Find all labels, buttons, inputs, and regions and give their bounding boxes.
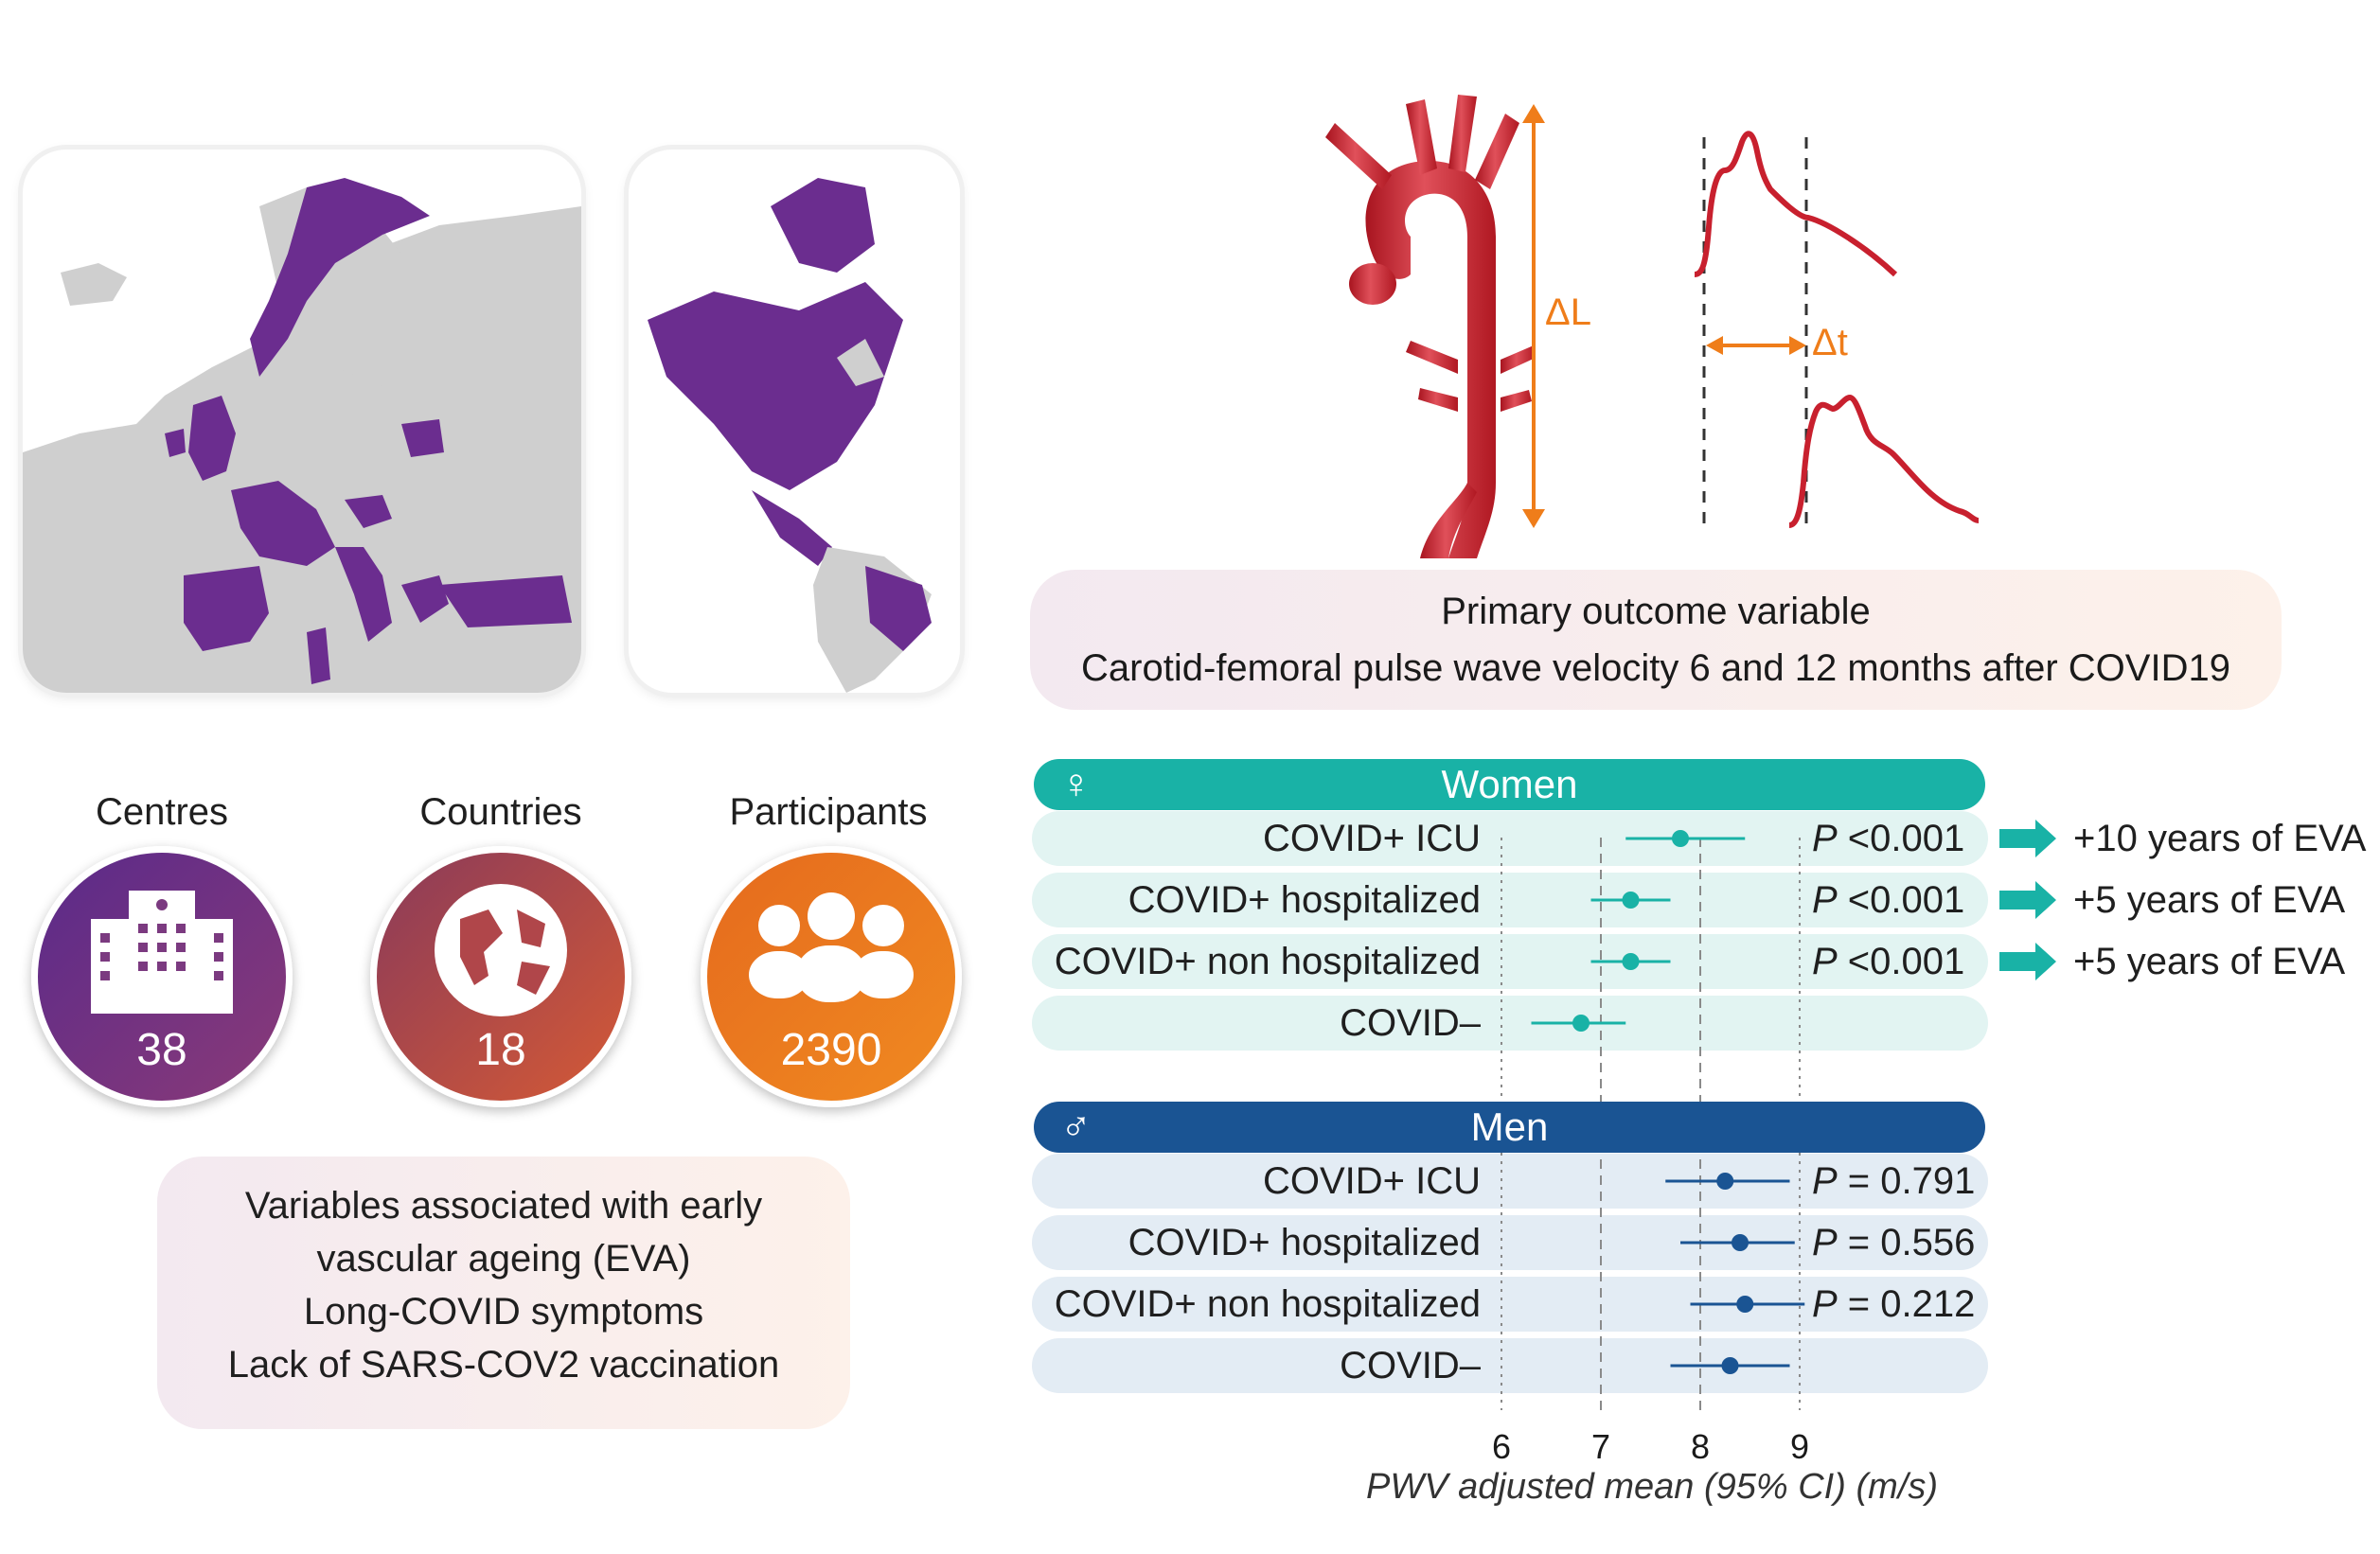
mean-point xyxy=(1716,1173,1734,1190)
row-label: COVID+ non hospitalized xyxy=(1054,1283,1481,1325)
europe-map xyxy=(23,178,581,693)
aorta-illustration xyxy=(1325,95,1534,558)
row-label: COVID+ ICU xyxy=(1262,818,1481,859)
americas-map xyxy=(648,178,932,693)
eva-annotation: +5 years of EVA xyxy=(2073,879,2346,921)
x-axis-title: PWV adjusted mean (95% CI) (m/s) xyxy=(1366,1467,1938,1507)
eva-arrow-icon xyxy=(1999,943,2056,980)
row-label: COVID– xyxy=(1340,1345,1481,1386)
group-header-women: ♀ Women xyxy=(1034,759,1985,810)
eva-arrow-icon xyxy=(1999,881,2056,919)
group-title: Men xyxy=(1470,1104,1549,1149)
p-value: P = 0.212 xyxy=(1812,1283,1976,1325)
primary-outcome-box: Primary outcome variable Carotid-femoral… xyxy=(1030,570,2282,710)
variables-item-long-covid: Long-COVID symptoms xyxy=(303,1291,704,1333)
globe-icon xyxy=(435,884,567,1016)
americas-map-card xyxy=(629,150,960,693)
pulse-wave-diagram xyxy=(1694,131,1980,530)
countries-badge: 18 xyxy=(370,846,631,1107)
row-background xyxy=(1032,1338,1988,1393)
mean-point xyxy=(1732,1234,1749,1251)
p-value: P = 0.556 xyxy=(1812,1222,1976,1263)
variables-item-vaccination: Lack of SARS-COV2 vaccination xyxy=(227,1344,780,1386)
row-background xyxy=(1032,1154,1988,1209)
eva-annotation: +5 years of EVA xyxy=(2073,941,2346,982)
p-value: P = 0.791 xyxy=(1812,1160,1976,1202)
mean-point xyxy=(1736,1296,1754,1313)
male-symbol-icon: ♂ xyxy=(1060,1104,1092,1150)
p-value: P <0.001 xyxy=(1812,941,1965,982)
x-tick-label: 7 xyxy=(1590,1427,1611,1466)
people-group-icon xyxy=(749,892,914,1002)
mean-point xyxy=(1572,1015,1590,1032)
group-title: Women xyxy=(1441,762,1578,806)
p-value: P <0.001 xyxy=(1812,879,1965,921)
centres-badge: 38 xyxy=(31,846,293,1107)
participants-label: Participants xyxy=(729,791,928,833)
centres-label: Centres xyxy=(95,791,229,833)
row-label: COVID+ non hospitalized xyxy=(1054,941,1481,982)
group-header-men: ♂ Men xyxy=(1034,1102,1985,1153)
female-symbol-icon: ♀ xyxy=(1060,761,1092,807)
mean-point xyxy=(1721,1357,1739,1374)
countries-value: 18 xyxy=(475,1025,526,1075)
delta-l-arrow xyxy=(1522,104,1545,528)
row-label: COVID+ hospitalized xyxy=(1128,1222,1481,1263)
europe-map-card xyxy=(23,150,581,693)
participants-value: 2390 xyxy=(780,1025,882,1075)
mean-point xyxy=(1672,830,1689,847)
participants-badge: 2390 xyxy=(701,846,962,1107)
countries-label: Countries xyxy=(419,791,582,833)
hospital-building-icon xyxy=(91,891,233,1014)
row-background xyxy=(1032,996,1988,1051)
variables-title-line1: Variables associated with early xyxy=(244,1185,763,1227)
delta-l-label: ΔL xyxy=(1545,291,1591,333)
delta-t-label: Δt xyxy=(1812,322,1848,363)
x-tick-label: 8 xyxy=(1690,1427,1711,1466)
variables-title-line2: vascular ageing (EVA) xyxy=(316,1238,691,1280)
primary-outcome-subtitle: Carotid-femoral pulse wave velocity 6 an… xyxy=(1081,647,2230,689)
mean-point xyxy=(1622,892,1640,909)
p-value: P <0.001 xyxy=(1812,818,1965,859)
x-tick-label: 9 xyxy=(1789,1427,1810,1466)
row-label: COVID– xyxy=(1340,1002,1481,1044)
row-label: COVID+ ICU xyxy=(1262,1160,1481,1202)
x-tick-label: 6 xyxy=(1491,1427,1512,1466)
row-background xyxy=(1032,934,1988,989)
primary-outcome-title: Primary outcome variable xyxy=(1441,591,1871,632)
mean-point xyxy=(1622,953,1640,970)
row-background xyxy=(1032,873,1988,927)
row-background xyxy=(1032,1277,1988,1332)
row-background xyxy=(1032,1215,1988,1270)
row-label: COVID+ hospitalized xyxy=(1128,879,1481,921)
centres-value: 38 xyxy=(136,1025,187,1075)
eva-arrow-icon xyxy=(1999,820,2056,857)
row-background xyxy=(1032,811,1988,866)
eva-annotation: +10 years of EVA xyxy=(2073,818,2367,859)
variables-box: Variables associated with early vascular… xyxy=(157,1157,850,1429)
